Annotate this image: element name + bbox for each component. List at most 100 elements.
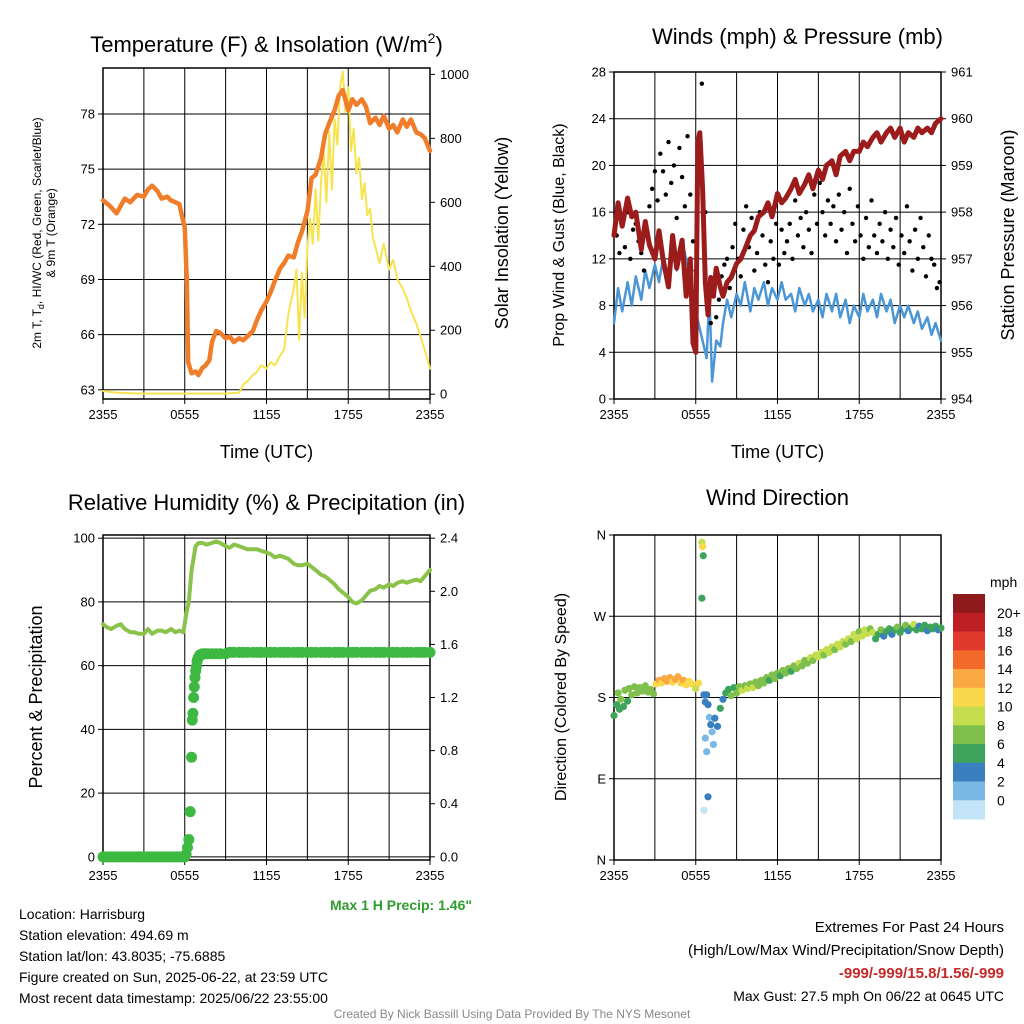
gust-point <box>866 244 871 250</box>
gust-point <box>912 227 918 232</box>
extremes-values: -999/-999/15.8/1.56/-999 <box>838 965 1004 982</box>
direction-point <box>792 665 801 673</box>
y-tick-label: N <box>597 528 606 543</box>
x-tick-label: 2355 <box>600 407 629 422</box>
gust-point <box>899 233 904 238</box>
gust-point <box>790 256 795 262</box>
gust-point <box>722 262 727 267</box>
colorbar-label: 12 <box>997 680 1013 696</box>
y-tick-label: 60 <box>81 658 95 673</box>
gust-point <box>660 169 666 174</box>
gust-point <box>852 239 858 244</box>
extremes-block: Extremes For Past 24 Hours (High/Low/Max… <box>688 916 1004 1007</box>
direction-point <box>825 648 833 656</box>
y2-axis-label: Station Pressure (Maroon) <box>998 129 1018 340</box>
precip-point <box>188 681 200 693</box>
x-tick-label: 0555 <box>681 407 710 422</box>
y-tick-label: 78 <box>81 106 95 121</box>
max-gust-text: Max Gust: 27.5 mph On 06/22 at 0645 UTC <box>733 988 1004 1004</box>
gust-point <box>776 262 782 267</box>
x-tick-label: 1755 <box>334 868 363 883</box>
colorbar-swatch <box>953 781 985 801</box>
gust-point <box>658 151 663 156</box>
direction-point <box>733 689 741 697</box>
location-text: Location: Harrisburg <box>19 906 146 922</box>
direction-point <box>852 635 861 643</box>
direction-point <box>910 620 918 628</box>
gust-point <box>768 239 773 244</box>
title-sup: 2 <box>428 30 436 46</box>
direction-point <box>628 691 636 699</box>
direction-point <box>703 691 711 699</box>
gust-point <box>679 174 685 180</box>
gust-point <box>666 139 671 145</box>
colorbar-swatch <box>953 762 985 782</box>
direction-point <box>610 711 618 720</box>
y2-tick-label: 959 <box>951 158 973 173</box>
direction-point <box>885 625 893 633</box>
y2-tick-label: 800 <box>440 131 462 146</box>
title-end: ) <box>435 32 442 57</box>
gust-point <box>833 239 839 244</box>
gust-point <box>724 256 730 262</box>
gust-point <box>798 215 803 221</box>
direction-point <box>641 682 649 690</box>
x-tick-label: 1155 <box>764 868 792 883</box>
gust-point <box>795 233 801 238</box>
y-tick-label: E <box>597 771 606 786</box>
gust-point <box>763 262 768 267</box>
speed-colorbar: mph 20+ 18 16 14 12 10 8 6 4 2 0 <box>953 574 1021 820</box>
y2-tick-label: 0.4 <box>440 796 458 811</box>
panel-title: Temperature (F) & Insolation (W/m2) <box>90 30 443 57</box>
gust-point <box>863 215 869 221</box>
gust-point <box>817 180 822 186</box>
y-tick-label: 72 <box>81 217 95 232</box>
direction-point <box>765 676 773 684</box>
y-tick-label: 20 <box>81 786 95 801</box>
direction-point <box>699 552 707 560</box>
y-axis-label: 2m T, Td, HI/WC (Red, Green, Scarlet/Blu… <box>30 117 46 348</box>
x-tick-label: 0555 <box>681 868 710 883</box>
gust-point <box>812 192 817 197</box>
title-main: Temperature (F) & Insolation (W/m <box>90 32 427 57</box>
y-tick-label: 69 <box>81 272 95 287</box>
y2-tick-label: 0 <box>440 387 447 402</box>
y2-tick-label: 1.2 <box>440 690 458 705</box>
y-axis-label-line2: & 9m T (Orange) <box>44 188 58 278</box>
direction-point <box>803 659 812 667</box>
gust-point <box>727 285 733 291</box>
y2-tick-label: 400 <box>440 259 462 274</box>
colorbar-label: 8 <box>997 717 1005 733</box>
gust-point <box>771 256 776 262</box>
direction-point <box>708 728 716 736</box>
y-tick-label: 0 <box>599 392 606 407</box>
gust-point <box>669 180 674 186</box>
gust-point <box>937 280 942 285</box>
gust-point <box>765 280 771 285</box>
direction-point <box>633 689 641 697</box>
colorbar-label: 14 <box>997 661 1013 677</box>
direction-point <box>937 624 945 632</box>
y2-axis-label: Solar Insolation (Yellow) <box>492 137 512 329</box>
gust-point <box>688 192 693 197</box>
elevation-text: Station elevation: 494.69 m <box>19 927 189 943</box>
gust-point <box>699 81 705 86</box>
gust-point <box>652 169 658 174</box>
gust-point <box>713 315 719 320</box>
direction-point <box>707 720 715 729</box>
colorbar-swatch <box>953 706 985 726</box>
y2-tick-label: 955 <box>951 345 973 360</box>
gust-point <box>836 192 842 197</box>
gust-point <box>882 209 888 215</box>
y-tick-label: 24 <box>592 111 606 126</box>
direction-point <box>749 683 757 692</box>
x-tick-label: 1755 <box>845 407 874 422</box>
colorbar-swatch <box>953 800 985 820</box>
direction-point <box>704 701 712 709</box>
gust-point <box>806 227 812 232</box>
gust-point <box>931 262 937 267</box>
y2-tick-label: 1.6 <box>440 637 458 652</box>
direction-point <box>809 656 817 665</box>
gust-point <box>677 145 682 151</box>
